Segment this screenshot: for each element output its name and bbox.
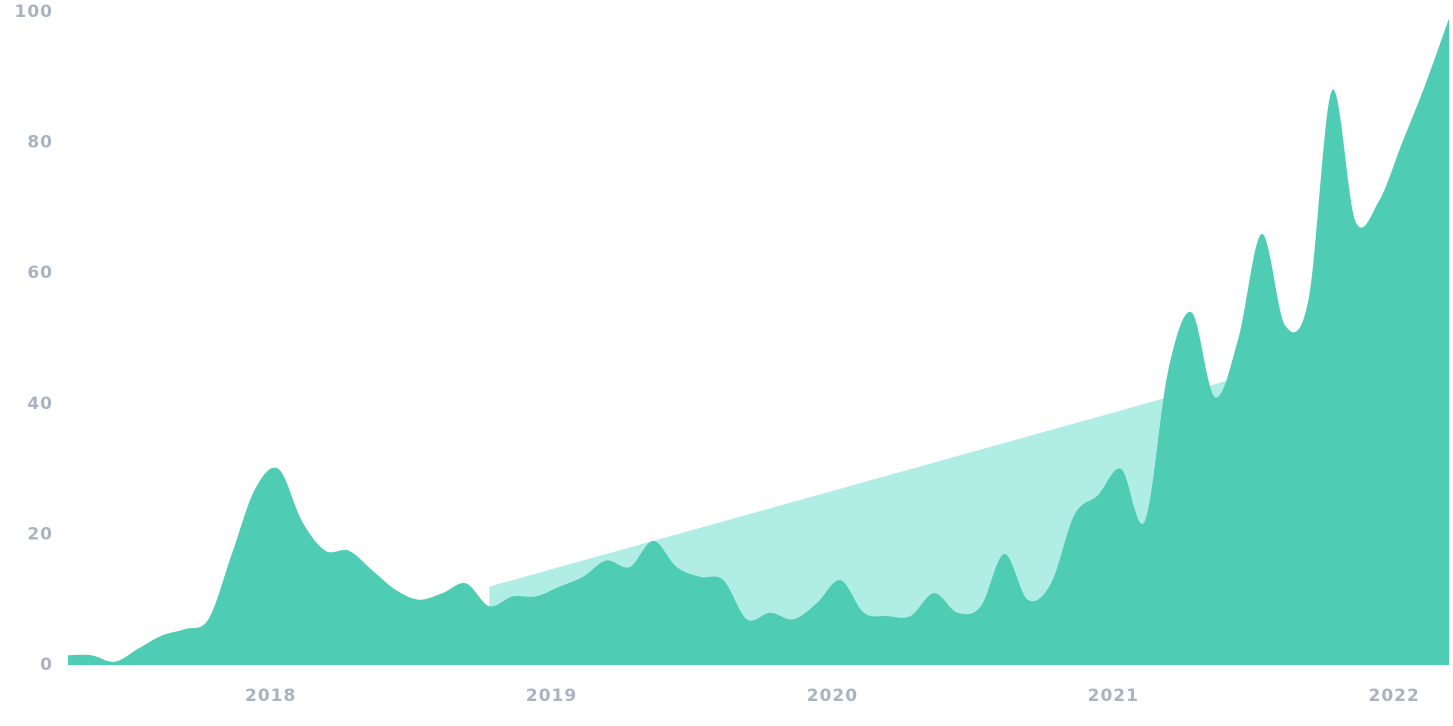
y-tick-label: 60 — [27, 263, 53, 283]
x-tick-label: 2019 — [526, 686, 577, 706]
y-tick-label: 20 — [27, 524, 53, 544]
x-tick-label: 2018 — [245, 686, 296, 706]
y-tick-label: 0 — [40, 655, 53, 675]
y-tick-label: 80 — [27, 133, 53, 153]
y-tick-label: 40 — [27, 394, 53, 414]
y-tick-label: 100 — [15, 2, 54, 22]
area — [68, 18, 1449, 665]
x-tick-label: 2022 — [1369, 686, 1420, 706]
x-tick-label: 2020 — [807, 686, 858, 706]
x-tick-label: 2021 — [1088, 686, 1139, 706]
